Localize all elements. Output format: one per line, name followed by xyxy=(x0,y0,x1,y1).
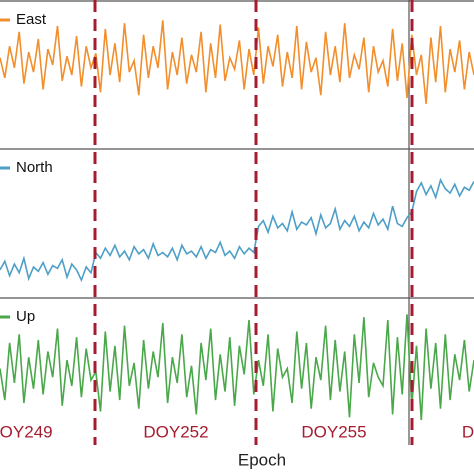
labels: East North Up DOY249 DOY252 DOY255 D xyxy=(0,10,474,441)
legend-label: East xyxy=(16,11,47,28)
day-label: DOY252 xyxy=(143,422,208,441)
day-label: DOY255 xyxy=(301,422,366,441)
plots xyxy=(0,20,474,421)
legend-box xyxy=(0,307,56,327)
legend-box xyxy=(0,10,56,30)
legend-label: Up xyxy=(16,308,35,325)
series-line xyxy=(0,177,474,283)
day-label: DOY249 xyxy=(0,422,53,441)
x-axis-label: Epoch xyxy=(238,450,286,469)
legend-label: North xyxy=(16,159,53,176)
legend-box xyxy=(0,158,56,178)
series-line xyxy=(0,314,474,421)
series-line xyxy=(0,20,474,104)
day-label: D xyxy=(462,422,474,441)
